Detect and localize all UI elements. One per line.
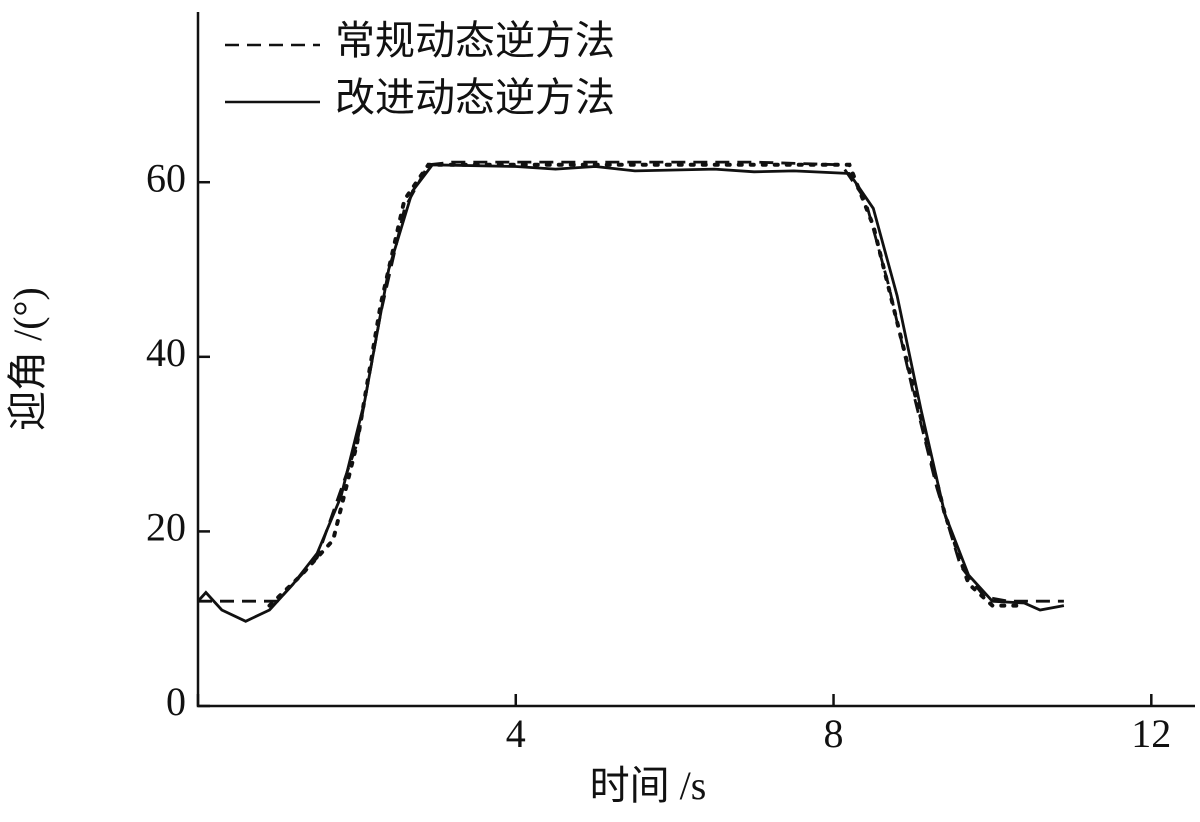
x-tick-label: 12: [1131, 711, 1171, 756]
y-tick-label: 0: [166, 679, 186, 724]
legend-label: 改进动态逆方法: [335, 75, 615, 120]
data-line: [267, 162, 1019, 608]
data-line: [196, 163, 1065, 623]
y-axis-label: 迎角 /(°): [5, 287, 50, 431]
x-axis-label: 时间 /s: [590, 763, 707, 808]
y-tick-label: 40: [146, 330, 186, 375]
x-tick-label: 8: [824, 711, 844, 756]
legend-label: 常规动态逆方法: [335, 18, 615, 63]
y-tick-label: 60: [146, 155, 186, 200]
y-tick-label: 20: [146, 505, 186, 550]
data-line: [198, 160, 1064, 603]
x-tick-label: 4: [506, 711, 526, 756]
